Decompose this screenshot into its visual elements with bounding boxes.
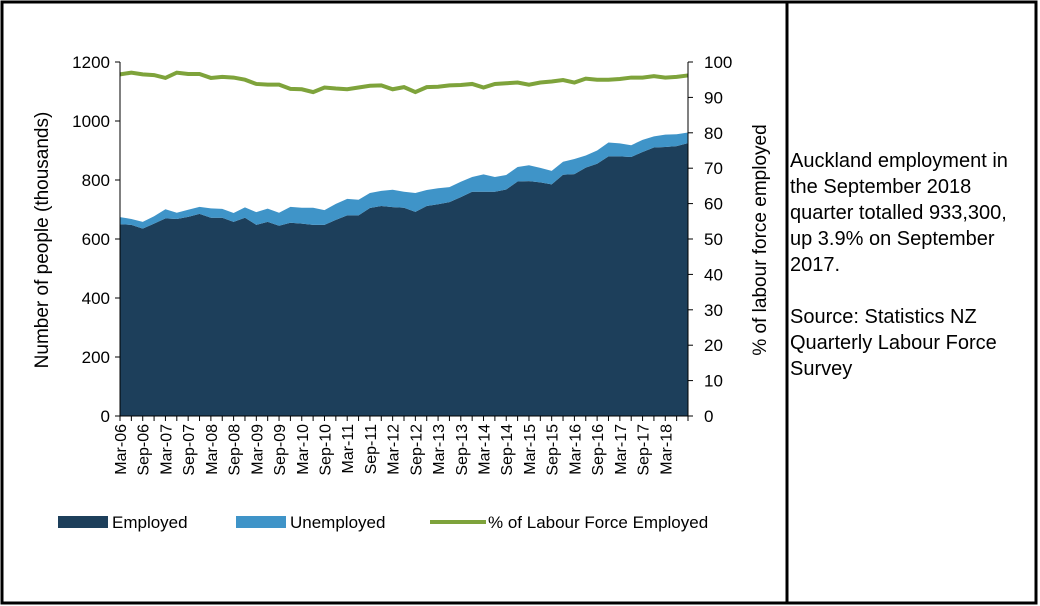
x-tick-label: Sep-09	[272, 424, 289, 476]
y2-tick-label: 10	[704, 372, 723, 391]
legend-label: Employed	[112, 513, 188, 532]
y-tick-label: 600	[82, 230, 110, 249]
x-tick-label: Mar-18	[658, 424, 675, 475]
y-tick-label: 200	[82, 348, 110, 367]
area	[120, 143, 688, 416]
summary-text: Auckland employment in the September 201…	[790, 150, 1008, 276]
line	[119, 70, 689, 95]
legend-swatch	[236, 516, 286, 528]
x-tick-label: Sep-14	[499, 424, 516, 476]
x-tick-label: Mar-14	[477, 424, 494, 475]
x-tick-label: Sep-12	[408, 424, 425, 476]
y2-tick-label: 30	[704, 301, 723, 320]
x-tick-label: Sep-17	[636, 424, 653, 476]
y-tick-label: 0	[101, 407, 110, 426]
y2-tick-label: 50	[704, 230, 723, 249]
y-axis-title: Number of people (thousands)	[32, 112, 53, 369]
x-tick-label: Mar-12	[386, 424, 403, 475]
x-tick-label: Sep-13	[454, 424, 471, 476]
x-tick-label: Sep-07	[181, 424, 198, 476]
x-tick-label: Mar-10	[295, 424, 312, 475]
x-tick-label: Sep-08	[227, 424, 244, 476]
y2-tick-label: 60	[704, 195, 723, 214]
y-tick-label: 1000	[72, 112, 110, 131]
legend-swatch	[58, 516, 108, 528]
x-tick-label: Sep-06	[136, 424, 153, 476]
legend-label: % of Labour Force Employed	[488, 513, 708, 532]
y2-tick-label: 80	[704, 124, 723, 143]
y2-tick-label: 40	[704, 265, 723, 284]
source-text: Source: Statistics NZ Quarterly Labour F…	[790, 306, 997, 380]
x-tick-label: Mar-13	[431, 424, 448, 475]
y2-axis-title: % of labour force employed	[750, 124, 771, 355]
x-tick-label: Mar-06	[113, 424, 130, 475]
x-tick-label: Mar-17	[613, 424, 630, 475]
x-tick-label: Mar-09	[249, 424, 266, 475]
x-tick-label: Mar-08	[204, 424, 221, 475]
y2-tick-label: 90	[704, 88, 723, 107]
y2-tick-label: 0	[704, 407, 713, 426]
y2-tick-label: 70	[704, 159, 723, 178]
y-tick-label: 800	[82, 171, 110, 190]
y-tick-label: 400	[82, 289, 110, 308]
side-panel: Auckland employment in the September 201…	[790, 148, 1032, 408]
x-tick-label: Sep-10	[317, 424, 334, 476]
x-tick-label: Mar-16	[567, 424, 584, 475]
y2-tick-label: 100	[704, 53, 732, 72]
x-tick-label: Sep-11	[363, 424, 380, 475]
x-tick-label: Sep-15	[545, 424, 562, 476]
y2-tick-label: 20	[704, 336, 723, 355]
x-tick-label: Sep-16	[590, 424, 607, 476]
x-tick-label: Mar-07	[158, 424, 175, 475]
y-tick-label: 1200	[72, 53, 110, 72]
x-tick-label: Mar-11	[340, 424, 357, 474]
x-tick-label: Mar-15	[522, 424, 539, 475]
legend-label: Unemployed	[290, 513, 385, 532]
